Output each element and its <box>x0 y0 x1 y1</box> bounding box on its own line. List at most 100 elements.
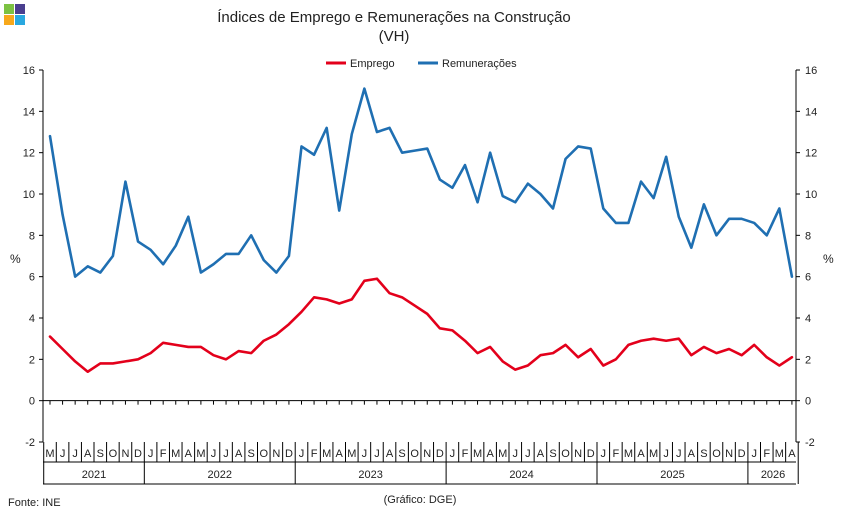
month-label: J <box>676 448 682 460</box>
y-tick-label-left: 2 <box>29 354 35 366</box>
month-label: O <box>109 448 118 460</box>
month-label: S <box>700 448 707 460</box>
logo-square-1 <box>4 4 14 14</box>
y-tick-label-left: 6 <box>29 272 35 284</box>
chart-title: Índices de Emprego e Remunerações na Con… <box>217 9 571 26</box>
month-label: M <box>171 448 180 460</box>
y-axis-left-label: % <box>10 252 21 266</box>
month-label: M <box>624 448 633 460</box>
chart-subtitle: (VH) <box>379 28 410 45</box>
series-line-emprego <box>48 277 794 374</box>
y-tick-label-left: 8 <box>29 230 35 242</box>
month-label: N <box>574 448 582 460</box>
logo-square-2 <box>15 4 25 14</box>
month-label: J <box>362 448 368 460</box>
month-label: N <box>423 448 431 460</box>
month-label: D <box>587 448 595 460</box>
month-label: N <box>272 448 280 460</box>
y-tick-label-right: -2 <box>805 437 815 449</box>
month-label: M <box>322 448 331 460</box>
month-label: M <box>498 448 507 460</box>
month-label: M <box>45 448 54 460</box>
month-label: D <box>285 448 293 460</box>
month-label: D <box>436 448 444 460</box>
month-label: F <box>763 448 770 460</box>
y-tick-label-left: 12 <box>23 148 35 160</box>
month-label: A <box>486 448 494 460</box>
series-line-remuneracoes <box>48 87 794 278</box>
y-tick-label-left: 4 <box>29 313 35 325</box>
year-label: 2026 <box>761 469 785 481</box>
logo-square-3 <box>4 15 14 25</box>
month-label: A <box>537 448 545 460</box>
y-tick-label-left: -2 <box>25 437 35 449</box>
y-tick-label-right: 4 <box>805 313 811 325</box>
year-label: 2025 <box>660 469 684 481</box>
credit-note: (Gráfico: DGE) <box>384 494 457 506</box>
month-label: O <box>410 448 419 460</box>
y-tick-label-right: 0 <box>805 396 811 408</box>
month-label: A <box>688 448 696 460</box>
month-label: M <box>775 448 784 460</box>
month-label: J <box>223 448 229 460</box>
month-label: A <box>788 448 796 460</box>
month-label: F <box>160 448 167 460</box>
y-tick-label-right: 8 <box>805 230 811 242</box>
month-label: F <box>462 448 469 460</box>
month-label: A <box>84 448 92 460</box>
y-tick-label-right: 2 <box>805 354 811 366</box>
month-label: A <box>185 448 193 460</box>
month-label: F <box>613 448 620 460</box>
legend: Emprego Remunerações <box>326 58 517 70</box>
month-label: J <box>374 448 380 460</box>
month-label: J <box>663 448 669 460</box>
month-label: J <box>751 448 757 460</box>
month-label: S <box>97 448 104 460</box>
month-label: J <box>513 448 519 460</box>
y-axis-right-label: % <box>823 252 834 266</box>
month-label: J <box>601 448 607 460</box>
source-note: Fonte: INE <box>8 497 61 509</box>
month-label: S <box>398 448 405 460</box>
y-tick-label-right: 16 <box>805 65 817 77</box>
month-label: J <box>211 448 217 460</box>
month-label: J <box>72 448 78 460</box>
legend-remuneracoes-label: Remunerações <box>442 58 517 70</box>
month-label: S <box>549 448 556 460</box>
logo <box>4 4 26 26</box>
legend-emprego-label: Emprego <box>350 58 395 70</box>
month-label: M <box>649 448 658 460</box>
month-label: D <box>134 448 142 460</box>
year-label: 2023 <box>358 469 382 481</box>
y-tick-label-left: 10 <box>23 189 35 201</box>
month-label: J <box>525 448 531 460</box>
month-label: M <box>347 448 356 460</box>
month-label: N <box>121 448 129 460</box>
month-label: J <box>60 448 66 460</box>
month-label: S <box>248 448 255 460</box>
month-label: A <box>235 448 243 460</box>
logo-square-4 <box>15 15 25 25</box>
month-label: A <box>637 448 645 460</box>
year-label: 2022 <box>208 469 232 481</box>
year-label: 2021 <box>82 469 106 481</box>
month-label: J <box>450 448 456 460</box>
month-label: M <box>473 448 482 460</box>
month-label: D <box>738 448 746 460</box>
year-label: 2024 <box>509 469 533 481</box>
month-label: J <box>299 448 305 460</box>
series-layer <box>48 87 794 374</box>
month-label: O <box>561 448 570 460</box>
y-tick-label-left: 16 <box>23 65 35 77</box>
month-label: O <box>712 448 721 460</box>
month-label: F <box>311 448 318 460</box>
month-label: J <box>148 448 154 460</box>
month-label: O <box>259 448 268 460</box>
y-tick-label-right: 14 <box>805 106 817 118</box>
month-label: A <box>386 448 394 460</box>
y-tick-label-left: 0 <box>29 396 35 408</box>
y-tick-label-right: 12 <box>805 148 817 160</box>
y-tick-label-left: 14 <box>23 106 35 118</box>
